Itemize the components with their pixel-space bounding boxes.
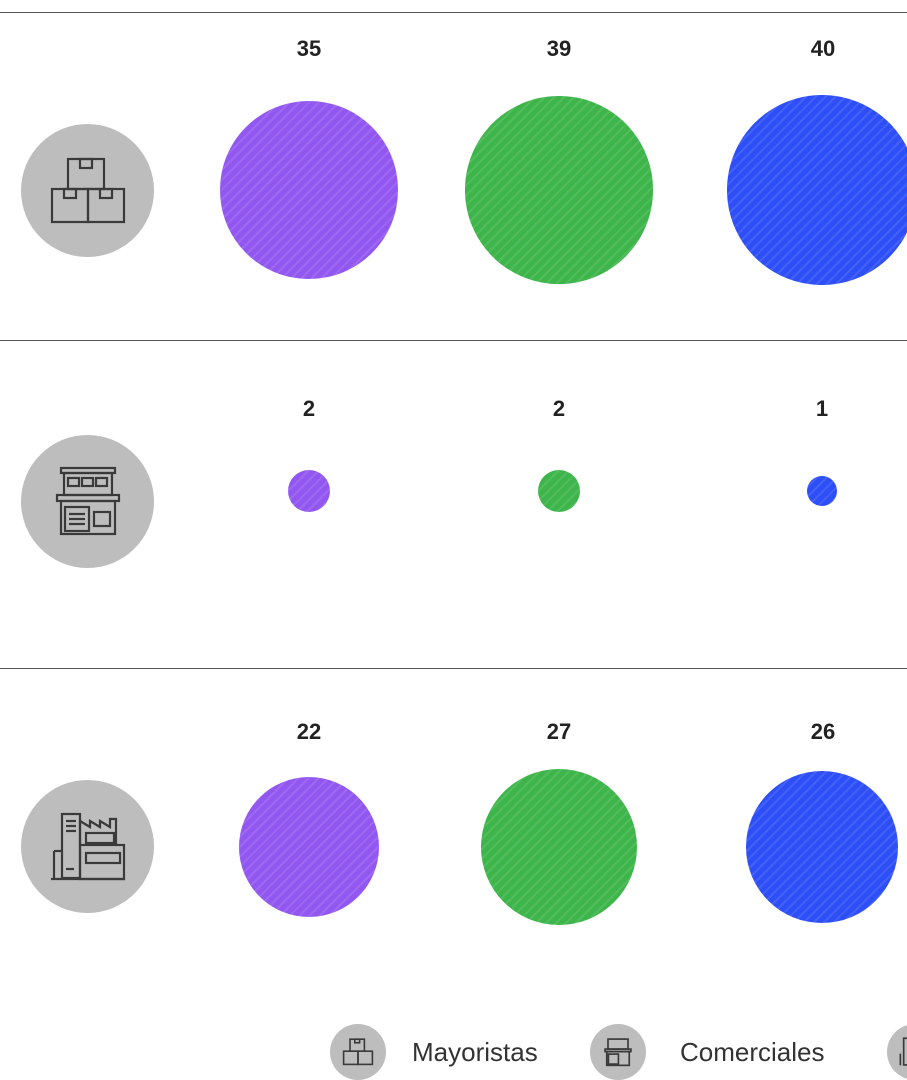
legend-icon-boxes bbox=[330, 1024, 386, 1080]
value-label: 27 bbox=[546, 719, 572, 744]
store-icon bbox=[604, 1038, 632, 1067]
bubble bbox=[220, 101, 398, 279]
row-icon-factory bbox=[21, 780, 154, 913]
row-divider bbox=[0, 340, 907, 341]
boxes-icon bbox=[50, 157, 125, 223]
bubble bbox=[807, 476, 837, 506]
bubble bbox=[727, 95, 907, 285]
value-label: 35 bbox=[296, 36, 322, 61]
row-icon-store bbox=[21, 435, 154, 568]
value-label: 39 bbox=[546, 36, 572, 61]
factory-icon bbox=[899, 1037, 907, 1066]
value-label: 1 bbox=[815, 396, 829, 421]
value-label: 26 bbox=[810, 719, 836, 744]
legend-icon-factory bbox=[887, 1024, 907, 1080]
store-icon bbox=[55, 466, 120, 535]
legend-label-retail: Comerciales bbox=[680, 1037, 825, 1067]
bubble bbox=[745, 770, 899, 924]
value-label: 2 bbox=[302, 396, 316, 421]
row-icon-boxes bbox=[21, 124, 154, 257]
value-label: 22 bbox=[296, 719, 322, 744]
row-divider bbox=[0, 12, 907, 13]
legend-label-wholesalers: Mayoristas bbox=[412, 1037, 538, 1067]
value-label: 40 bbox=[810, 36, 836, 61]
row-divider bbox=[0, 668, 907, 669]
boxes-icon bbox=[342, 1038, 374, 1066]
factory-icon bbox=[50, 812, 125, 880]
bubble bbox=[481, 769, 637, 925]
legend-icon-store bbox=[590, 1024, 646, 1080]
value-label: 2 bbox=[552, 396, 566, 421]
bubble bbox=[238, 776, 380, 918]
bubble bbox=[465, 96, 653, 284]
bubble bbox=[537, 469, 581, 513]
bubble bbox=[287, 469, 331, 513]
